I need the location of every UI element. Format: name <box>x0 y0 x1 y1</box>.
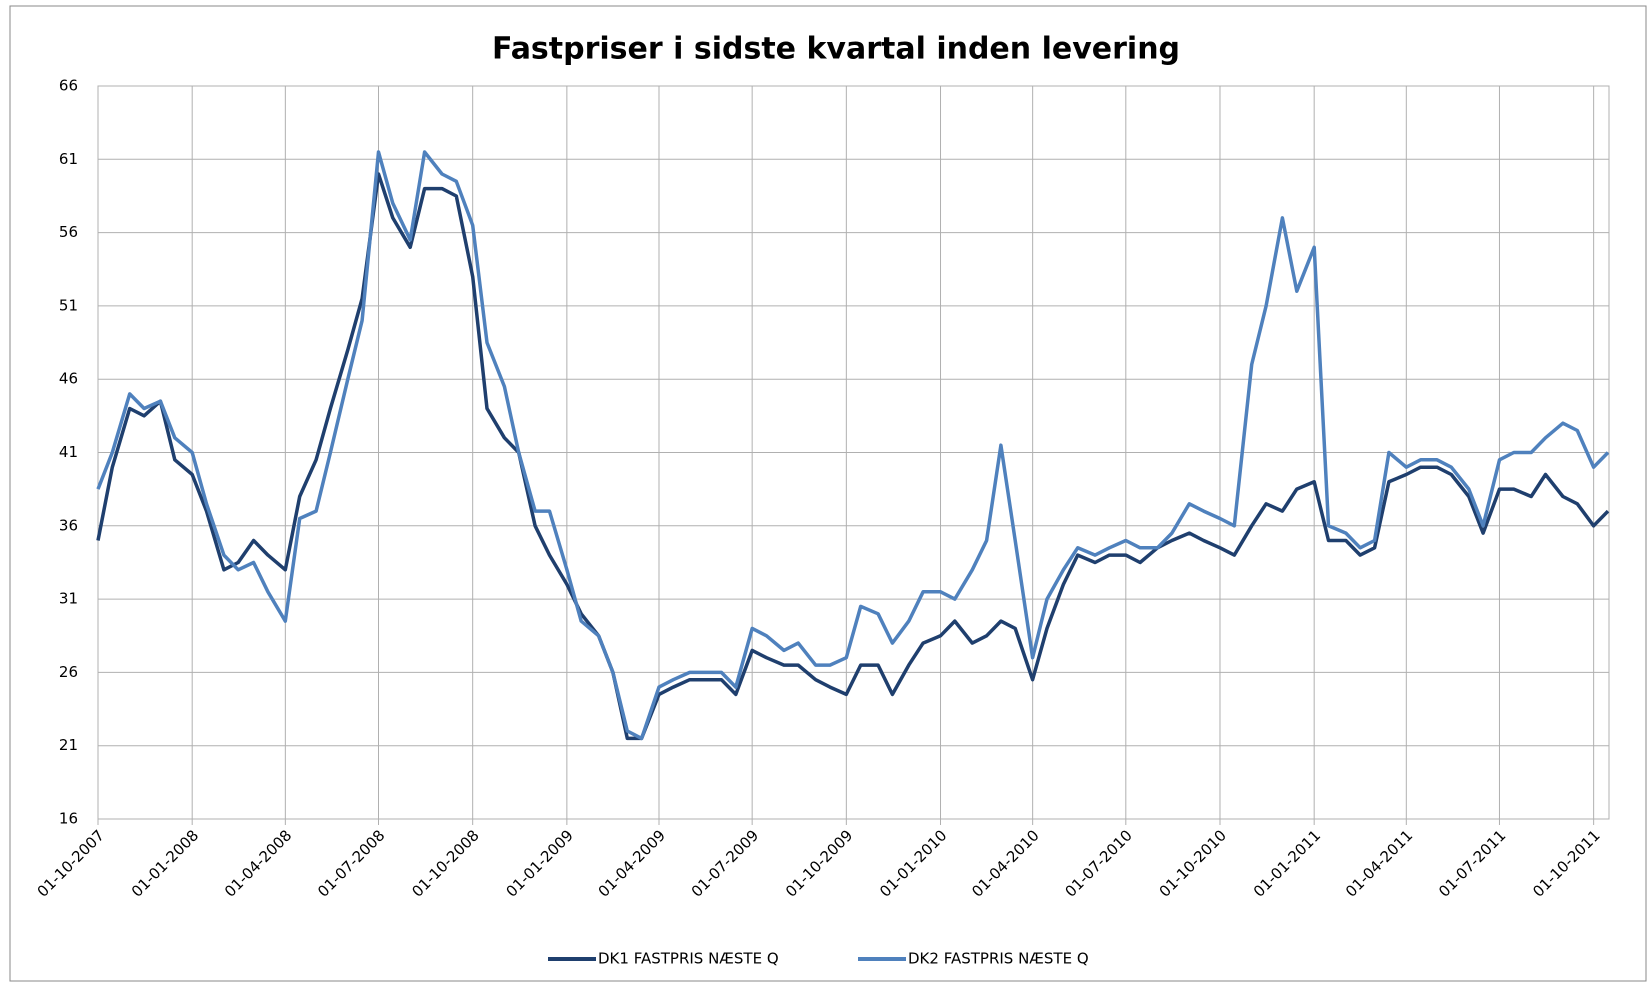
y-tick-label: 51 <box>59 296 78 314</box>
x-tick-label: 01-04-2009 <box>595 826 669 900</box>
plot-area <box>97 85 1610 820</box>
x-tick-label: 01-10-2010 <box>1156 826 1230 900</box>
x-tick-label: 01-07-2008 <box>314 826 388 900</box>
y-tick-label: 61 <box>59 150 78 168</box>
x-tick-label: 01-10-2011 <box>1529 826 1603 900</box>
y-tick-label: 26 <box>59 663 78 681</box>
x-tick-label: 01-04-2010 <box>968 826 1042 900</box>
y-tick-label: 66 <box>59 77 78 95</box>
x-tick-label: 01-01-2011 <box>1250 826 1324 900</box>
y-tick-label: 16 <box>59 810 78 828</box>
chart-frame <box>9 5 1647 982</box>
y-tick-label: 31 <box>59 590 78 608</box>
y-tick-label: 56 <box>59 223 78 241</box>
y-tick-label: 36 <box>59 516 78 534</box>
x-tick-label: 01-07-2011 <box>1435 826 1509 900</box>
x-tick-label: 01-01-2009 <box>502 826 576 900</box>
y-tick-label: 41 <box>59 443 78 461</box>
x-tick-label: 01-10-2008 <box>408 826 482 900</box>
legend-label: DK2 FASTPRIS NÆSTE Q <box>908 950 1089 968</box>
x-tick-label: 01-01-2008 <box>128 826 202 900</box>
y-tick-label: 21 <box>59 736 78 754</box>
x-tick-label: 01-04-2008 <box>221 826 295 900</box>
data-line <box>96 150 1610 741</box>
x-tick-label: 01-10-2009 <box>782 826 856 900</box>
x-tick-label: 01-04-2011 <box>1342 826 1416 900</box>
x-tick-label: 01-07-2010 <box>1061 826 1135 900</box>
x-tick-label: 01-10-2007 <box>34 826 108 900</box>
legend-label: DK1 FASTPRIS NÆSTE Q <box>598 950 779 968</box>
data-line <box>96 172 1610 741</box>
x-tick-label: 01-01-2010 <box>876 826 950 900</box>
x-tick-label: 01-07-2009 <box>688 826 762 900</box>
y-tick-label: 46 <box>59 370 78 388</box>
chart-title: Fastpriser i sidste kvartal inden leveri… <box>492 32 1180 67</box>
